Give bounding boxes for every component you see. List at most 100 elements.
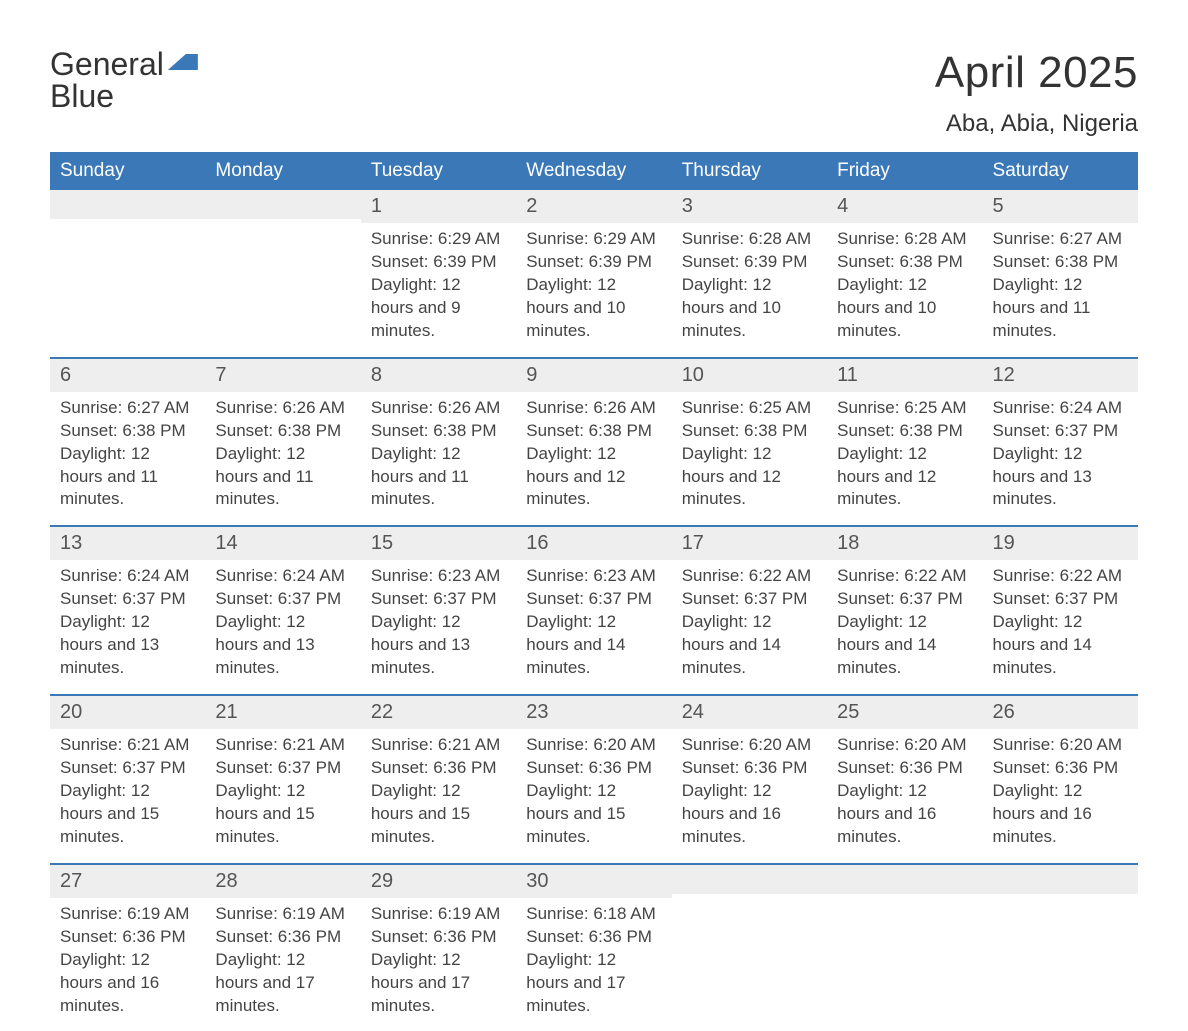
- day-number: 3: [672, 190, 827, 223]
- day-cell: 28Sunrise: 6:19 AMSunset: 6:36 PMDayligh…: [205, 865, 360, 1031]
- daylight-line: Daylight: 12 hours and 11 minutes.: [371, 443, 506, 512]
- header: General Blue April 2025 Aba, Abia, Niger…: [50, 48, 1138, 138]
- sunset-line: Sunset: 6:38 PM: [371, 420, 506, 443]
- day-body: Sunrise: 6:21 AMSunset: 6:36 PMDaylight:…: [361, 734, 516, 849]
- sunrise-line: Sunrise: 6:26 AM: [526, 397, 661, 420]
- sunset-line: Sunset: 6:38 PM: [993, 251, 1128, 274]
- sunrise-line: Sunrise: 6:22 AM: [837, 565, 972, 588]
- day-number: [672, 865, 827, 894]
- daylight-line: Daylight: 12 hours and 15 minutes.: [215, 780, 350, 849]
- day-body: Sunrise: 6:19 AMSunset: 6:36 PMDaylight:…: [361, 903, 516, 1018]
- day-body: Sunrise: 6:22 AMSunset: 6:37 PMDaylight:…: [827, 565, 982, 680]
- sunset-line: Sunset: 6:39 PM: [682, 251, 817, 274]
- sunset-line: Sunset: 6:37 PM: [993, 588, 1128, 611]
- sunset-line: Sunset: 6:37 PM: [60, 757, 195, 780]
- daylight-line: Daylight: 12 hours and 11 minutes.: [60, 443, 195, 512]
- daylight-line: Daylight: 12 hours and 17 minutes.: [215, 949, 350, 1018]
- logo-word1: General: [50, 46, 164, 82]
- day-cell: 7Sunrise: 6:26 AMSunset: 6:38 PMDaylight…: [205, 359, 360, 526]
- daylight-line: Daylight: 12 hours and 15 minutes.: [60, 780, 195, 849]
- weekday-header-row: SundayMondayTuesdayWednesdayThursdayFrid…: [50, 152, 1138, 190]
- sunrise-line: Sunrise: 6:20 AM: [993, 734, 1128, 757]
- sunset-line: Sunset: 6:38 PM: [215, 420, 350, 443]
- sunrise-line: Sunrise: 6:21 AM: [60, 734, 195, 757]
- day-body: Sunrise: 6:21 AMSunset: 6:37 PMDaylight:…: [50, 734, 205, 849]
- day-body: Sunrise: 6:20 AMSunset: 6:36 PMDaylight:…: [516, 734, 671, 849]
- day-number: 9: [516, 359, 671, 392]
- daylight-line: Daylight: 12 hours and 16 minutes.: [837, 780, 972, 849]
- sunset-line: Sunset: 6:38 PM: [837, 420, 972, 443]
- logo-word2: Blue: [50, 80, 114, 112]
- daylight-line: Daylight: 12 hours and 14 minutes.: [682, 611, 817, 680]
- day-body: Sunrise: 6:22 AMSunset: 6:37 PMDaylight:…: [672, 565, 827, 680]
- daylight-line: Daylight: 12 hours and 14 minutes.: [526, 611, 661, 680]
- sunrise-line: Sunrise: 6:25 AM: [682, 397, 817, 420]
- day-body: Sunrise: 6:29 AMSunset: 6:39 PMDaylight:…: [516, 228, 671, 343]
- day-body: Sunrise: 6:25 AMSunset: 6:38 PMDaylight:…: [827, 397, 982, 512]
- day-body: Sunrise: 6:24 AMSunset: 6:37 PMDaylight:…: [983, 397, 1138, 512]
- day-number: 27: [50, 865, 205, 898]
- daylight-line: Daylight: 12 hours and 12 minutes.: [682, 443, 817, 512]
- sunrise-line: Sunrise: 6:20 AM: [837, 734, 972, 757]
- day-cell: 21 Sunrise: 6:21 AMSunset: 6:37 PMDayligh…: [205, 696, 360, 863]
- day-body: Sunrise: 6:26 AMSunset: 6:38 PMDaylight:…: [361, 397, 516, 512]
- week-row: 1Sunrise: 6:29 AMSunset: 6:39 PMDaylight…: [50, 190, 1138, 357]
- day-cell: 29Sunrise: 6:19 AMSunset: 6:36 PMDayligh…: [361, 865, 516, 1031]
- daylight-line: Daylight: 12 hours and 17 minutes.: [371, 949, 506, 1018]
- sunrise-line: Sunrise: 6:25 AM: [837, 397, 972, 420]
- sunset-line: Sunset: 6:37 PM: [682, 588, 817, 611]
- day-cell-empty: [50, 190, 205, 357]
- day-body: Sunrise: 6:26 AMSunset: 6:38 PMDaylight:…: [516, 397, 671, 512]
- day-number: 17: [672, 527, 827, 560]
- sunset-line: Sunset: 6:37 PM: [837, 588, 972, 611]
- day-cell: 2Sunrise: 6:29 AMSunset: 6:39 PMDaylight…: [516, 190, 671, 357]
- sunrise-line: Sunrise: 6:27 AM: [993, 228, 1128, 251]
- location: Aba, Abia, Nigeria: [935, 110, 1138, 138]
- day-cell-empty: [827, 865, 982, 1031]
- sunrise-line: Sunrise: 6:22 AM: [682, 565, 817, 588]
- day-number: 5: [983, 190, 1138, 223]
- day-number: 21: [205, 696, 360, 729]
- day-number: 22: [361, 696, 516, 729]
- sunrise-line: Sunrise: 6:29 AM: [526, 228, 661, 251]
- day-cell: 30Sunrise: 6:18 AMSunset: 6:36 PMDayligh…: [516, 865, 671, 1031]
- day-body: Sunrise: 6:20 AMSunset: 6:36 PMDaylight:…: [827, 734, 982, 849]
- day-cell: 13Sunrise: 6:24 AMSunset: 6:37 PMDayligh…: [50, 527, 205, 694]
- day-number: 7: [205, 359, 360, 392]
- sunrise-line: Sunrise: 6:24 AM: [215, 565, 350, 588]
- sunset-line: Sunset: 6:36 PM: [215, 926, 350, 949]
- sunset-line: Sunset: 6:38 PM: [60, 420, 195, 443]
- sunset-line: Sunset: 6:38 PM: [526, 420, 661, 443]
- sunrise-line: Sunrise: 6:28 AM: [837, 228, 972, 251]
- day-body: Sunrise: 6:21 AMSunset: 6:37 PMDaylight:…: [205, 734, 360, 849]
- day-body: Sunrise: 6:28 AMSunset: 6:38 PMDaylight:…: [827, 228, 982, 343]
- daylight-line: Daylight: 12 hours and 17 minutes.: [526, 949, 661, 1018]
- sunrise-line: Sunrise: 6:19 AM: [215, 903, 350, 926]
- daylight-line: Daylight: 12 hours and 13 minutes.: [371, 611, 506, 680]
- day-cell: 26Sunrise: 6:20 AMSunset: 6:36 PMDayligh…: [983, 696, 1138, 863]
- calendar: SundayMondayTuesdayWednesdayThursdayFrid…: [50, 152, 1138, 1031]
- daylight-line: Daylight: 12 hours and 10 minutes.: [526, 274, 661, 343]
- day-body: Sunrise: 6:20 AMSunset: 6:36 PMDaylight:…: [672, 734, 827, 849]
- day-number: 14: [205, 527, 360, 560]
- day-body: Sunrise: 6:28 AMSunset: 6:39 PMDaylight:…: [672, 228, 827, 343]
- daylight-line: Daylight: 12 hours and 15 minutes.: [371, 780, 506, 849]
- week-row: 20Sunrise: 6:21 AMSunset: 6:37 PMDayligh…: [50, 694, 1138, 863]
- day-cell: 24Sunrise: 6:20 AMSunset: 6:36 PMDayligh…: [672, 696, 827, 863]
- day-cell: 9 Sunrise: 6:26 AMSunset: 6:38 PMDaylight…: [516, 359, 671, 526]
- day-number: [827, 865, 982, 894]
- day-number: 23: [516, 696, 671, 729]
- day-cell: 17 Sunrise: 6:22 AMSunset: 6:37 PMDayligh…: [672, 527, 827, 694]
- sunrise-line: Sunrise: 6:28 AM: [682, 228, 817, 251]
- day-number: 13: [50, 527, 205, 560]
- day-body: Sunrise: 6:27 AMSunset: 6:38 PMDaylight:…: [50, 397, 205, 512]
- day-cell-empty: [205, 190, 360, 357]
- day-cell: 12Sunrise: 6:24 AMSunset: 6:37 PMDayligh…: [983, 359, 1138, 526]
- weekday-header-thursday: Thursday: [672, 152, 827, 190]
- daylight-line: Daylight: 12 hours and 16 minutes.: [60, 949, 195, 1018]
- logo: General Blue: [50, 48, 198, 112]
- day-number: 11: [827, 359, 982, 392]
- sunrise-line: Sunrise: 6:26 AM: [215, 397, 350, 420]
- daylight-line: Daylight: 12 hours and 9 minutes.: [371, 274, 506, 343]
- sunrise-line: Sunrise: 6:29 AM: [371, 228, 506, 251]
